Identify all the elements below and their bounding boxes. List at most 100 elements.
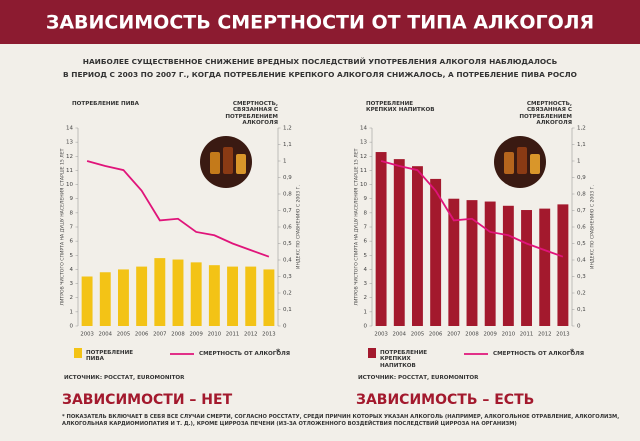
y2-tick-label: 0,7 (283, 208, 292, 214)
subtitle: В ПЕРИОД С 2003 ПО 2007 Г., КОГДА ПОТРЕБ… (63, 70, 577, 79)
y-tick-label: 1 (364, 309, 368, 315)
source: ИСТОЧНИК: РОССТАТ, EUROMONITOR (358, 375, 479, 381)
legend-swatch (74, 348, 82, 358)
line (380, 160, 564, 258)
subtitle: НАИБОЛЕЕ СУЩЕСТВЕННОЕ СНИЖЕНИЕ ВРЕДНЫХ П… (83, 57, 558, 66)
y2-tick-label: 0 (283, 324, 287, 330)
y-tick-label: 5 (70, 253, 74, 259)
title: ЗАВИСИМОСТЬ СМЕРТНОСТИ ОТ ТИПА АЛКОГОЛЯ (46, 12, 594, 34)
y-tick-label: 6 (364, 239, 368, 245)
bar (263, 269, 275, 326)
y-tick-label: 2 (70, 295, 74, 301)
bar (154, 258, 166, 326)
y-tick-label: 5 (364, 253, 368, 259)
x-tick-label: 2005 (117, 332, 130, 338)
bar (227, 266, 238, 326)
bar (393, 159, 405, 326)
illustration (530, 154, 540, 174)
x-tick-label: 2008 (465, 332, 479, 338)
y2-title: СМЕРТНОСТЬ, СВЯЗАННАЯ С ПОТРЕБЛЕНИЕМ АЛК… (225, 101, 278, 127)
y2-axis-label: ИНДЕКС ПО СРАВНЕНИЮ С 2003 Г. (296, 185, 302, 269)
bar (190, 262, 202, 326)
line (86, 160, 270, 258)
bar (448, 198, 460, 326)
bar (208, 265, 220, 326)
y2-tick-label: 0,6 (577, 225, 586, 231)
legend-note: * (570, 348, 575, 357)
y2-tick-label: 0,2 (283, 291, 292, 297)
x-tick-label: 2010 (502, 332, 516, 338)
footnote: * ПОКАЗАТЕЛЬ ВКЛЮЧАЕТ В СЕБЯ ВСЕ СЛУЧАИ … (62, 414, 620, 427)
y-tick-label: 8 (70, 210, 74, 216)
bar (375, 152, 387, 326)
y2-tick-label: 0,9 (283, 175, 292, 181)
y2-tick-label: 0,3 (283, 274, 292, 280)
y-tick-label: 13 (66, 140, 73, 146)
source: ИСТОЧНИК: РОССТАТ, EUROMONITOR (64, 375, 185, 381)
y-tick-label: 2 (364, 295, 368, 301)
title-bar (0, 0, 640, 44)
y2-tick-label: 0,5 (577, 241, 586, 247)
x-tick-label: 2008 (171, 332, 185, 338)
y2-tick-label: 1,2 (283, 126, 292, 132)
legend-label: ПОТРЕБЛЕНИЕ КРЕПКИХ НАПИТКОВ (380, 350, 428, 369)
y2-tick-label: 0,3 (577, 274, 586, 280)
bar (466, 200, 478, 326)
y-tick-label: 1 (70, 309, 74, 315)
bar (172, 259, 184, 326)
legend-swatch (368, 348, 376, 358)
bar (81, 276, 93, 326)
y2-tick-label: 0,6 (283, 225, 292, 231)
x-tick-label: 2010 (208, 332, 222, 338)
y-tick-label: 10 (360, 182, 367, 188)
x-tick-label: 2009 (189, 332, 202, 338)
legend-label: СМЕРТНОСТЬ ОТ АЛКОГОЛЯ (493, 351, 585, 357)
y-tick-label: 11 (66, 168, 73, 174)
y-tick-label: 14 (360, 126, 367, 132)
y2-tick-label: 1,1 (577, 142, 586, 148)
y2-tick-label: 1,2 (577, 126, 586, 132)
conclusion: ЗАВИСИМОСТИ – НЕТ (62, 392, 233, 408)
x-tick-label: 2004 (393, 332, 407, 338)
y2-tick-label: 0,9 (577, 175, 586, 181)
y-tick-label: 14 (66, 126, 73, 132)
x-tick-label: 2007 (153, 332, 166, 338)
y2-tick-label: 0,5 (283, 241, 292, 247)
x-tick-label: 2012 (244, 332, 257, 338)
bar (484, 201, 496, 326)
bar (412, 166, 423, 326)
y-tick-label: 7 (364, 225, 368, 231)
y-axis-label: ЛИТРОВ ЧИСТОГО СПИРТА НА ДУШУ НАСЕЛЕНИЯ … (354, 148, 360, 305)
y2-tick-label: 0,2 (577, 291, 586, 297)
y2-tick-label: 1 (577, 159, 581, 165)
y-tick-label: 3 (364, 281, 368, 287)
y-tick-label: 12 (66, 154, 73, 160)
y2-axis-label: ИНДЕКС ПО СРАВНЕНИЮ С 2003 Г. (590, 185, 596, 269)
x-tick-label: 2003 (80, 332, 93, 338)
y2-tick-label: 0,1 (577, 307, 586, 313)
x-tick-label: 2011 (226, 332, 239, 338)
y-title: ПОТРЕБЛЕНИЕ ПИВА (72, 101, 139, 107)
bar (557, 204, 569, 326)
y-tick-label: 13 (360, 140, 367, 146)
y2-tick-label: 0,1 (283, 307, 292, 313)
x-tick-label: 2012 (538, 332, 551, 338)
y-tick-label: 8 (364, 210, 368, 216)
x-tick-label: 2007 (447, 332, 460, 338)
illustration (210, 152, 220, 174)
bar (430, 178, 442, 326)
legend-label: СМЕРТНОСТЬ ОТ АЛКОГОЛЯ (199, 351, 291, 357)
y2-tick-label: 0,8 (577, 192, 586, 198)
y-tick-label: 12 (360, 154, 367, 160)
y2-tick-label: 0,4 (283, 258, 292, 264)
conclusion: ЗАВИСИМОСТЬ – ЕСТЬ (356, 392, 535, 408)
bar (118, 269, 129, 326)
legend-note: * (276, 348, 281, 357)
y2-tick-label: 0,4 (577, 258, 586, 264)
illustration (236, 154, 246, 174)
x-tick-label: 2009 (483, 332, 496, 338)
y-tick-label: 10 (66, 182, 73, 188)
illustration (223, 147, 233, 174)
